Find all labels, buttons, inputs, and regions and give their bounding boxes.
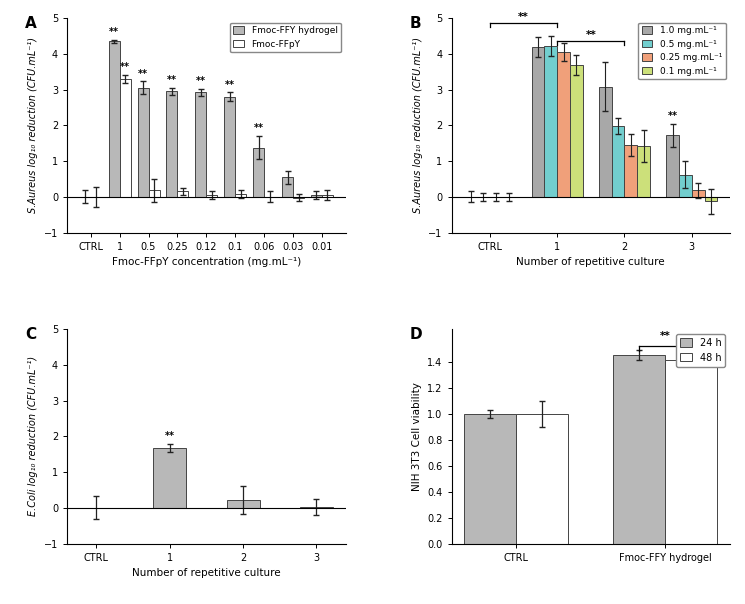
- Bar: [224, 97, 235, 197]
- Bar: [637, 146, 650, 197]
- Legend: Fmoc-FFY hydrogel, Fmoc-FFpY: Fmoc-FFY hydrogel, Fmoc-FFpY: [230, 22, 341, 53]
- Text: **: **: [586, 30, 596, 40]
- Y-axis label: E.Coli log₁₀ reduction (CFU.mL⁻¹): E.Coli log₁₀ reduction (CFU.mL⁻¹): [28, 356, 38, 516]
- Text: **: **: [138, 68, 148, 79]
- Text: C: C: [25, 327, 37, 342]
- Text: **: **: [225, 80, 235, 89]
- Bar: [322, 195, 333, 197]
- Y-axis label: S.Aureus log₁₀ reduction (CFU.mL⁻¹): S.Aureus log₁₀ reduction (CFU.mL⁻¹): [413, 37, 422, 213]
- Legend: 24 h, 48 h: 24 h, 48 h: [676, 334, 725, 367]
- Bar: [177, 191, 188, 197]
- Text: **: **: [167, 75, 177, 85]
- Bar: [195, 92, 206, 197]
- Bar: [612, 126, 624, 197]
- Legend: 1.0 mg.mL⁻¹, 0.5 mg.mL⁻¹, 0.25 mg.mL⁻¹, 0.1 mg.mL⁻¹: 1.0 mg.mL⁻¹, 0.5 mg.mL⁻¹, 0.25 mg.mL⁻¹, …: [638, 22, 726, 79]
- Bar: [613, 355, 665, 544]
- Text: **: **: [165, 431, 174, 441]
- Text: **: **: [109, 27, 119, 37]
- Bar: [311, 195, 322, 197]
- Bar: [599, 87, 612, 197]
- X-axis label: Number of repetitive culture: Number of repetitive culture: [516, 257, 665, 267]
- Text: B: B: [410, 16, 422, 31]
- Text: A: A: [25, 16, 37, 31]
- Bar: [624, 145, 637, 197]
- Y-axis label: NIH 3T3 Cell viability: NIH 3T3 Cell viability: [411, 382, 422, 491]
- X-axis label: Fmoc-FFpY concentration (mg.mL⁻¹): Fmoc-FFpY concentration (mg.mL⁻¹): [112, 257, 301, 267]
- Bar: [253, 147, 264, 197]
- Bar: [206, 195, 218, 197]
- Text: **: **: [120, 62, 130, 72]
- Bar: [531, 47, 545, 197]
- Bar: [148, 190, 159, 197]
- Y-axis label: S.Aureus log₁₀ reduction (CFU.mL⁻¹): S.Aureus log₁₀ reduction (CFU.mL⁻¹): [28, 37, 38, 213]
- Bar: [282, 177, 293, 197]
- Bar: [166, 91, 177, 197]
- Bar: [666, 135, 679, 197]
- Bar: [679, 175, 692, 197]
- Bar: [464, 414, 516, 544]
- Bar: [153, 448, 186, 508]
- Bar: [120, 79, 130, 197]
- X-axis label: Number of repetitive culture: Number of repetitive culture: [132, 568, 281, 578]
- Bar: [138, 88, 148, 197]
- Text: **: **: [254, 123, 264, 133]
- Bar: [557, 52, 570, 197]
- Bar: [545, 46, 557, 197]
- Text: **: **: [196, 76, 206, 86]
- Bar: [516, 414, 568, 544]
- Text: **: **: [660, 331, 671, 341]
- Bar: [300, 507, 333, 508]
- Bar: [692, 190, 705, 197]
- Bar: [570, 65, 583, 197]
- Text: **: **: [518, 12, 529, 22]
- Bar: [226, 500, 259, 508]
- Bar: [293, 197, 304, 198]
- Text: D: D: [410, 327, 422, 342]
- Bar: [109, 41, 120, 197]
- Bar: [235, 194, 247, 197]
- Bar: [665, 361, 717, 544]
- Text: **: **: [668, 111, 678, 121]
- Bar: [705, 197, 717, 201]
